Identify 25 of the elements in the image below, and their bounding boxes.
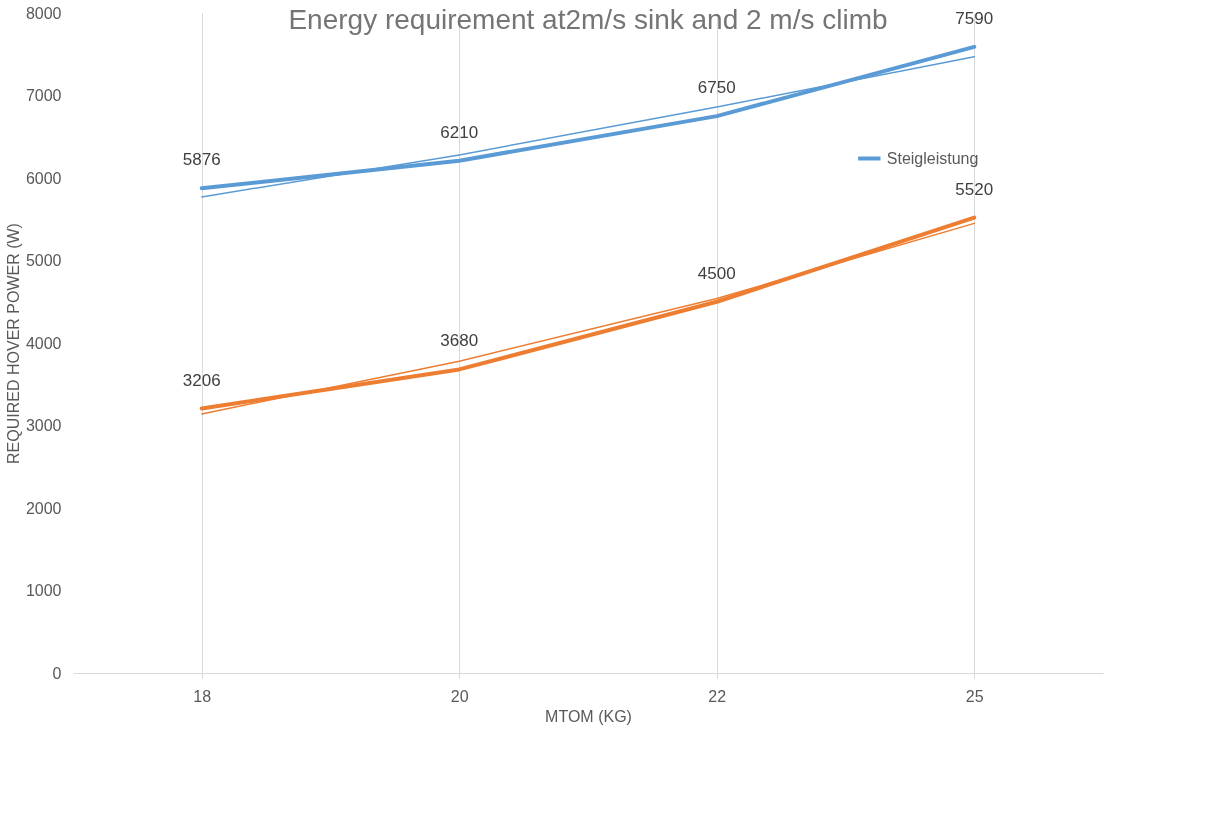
data-label: 7590 xyxy=(955,8,994,28)
y-axis-title: REQUIRED HOVER POWER (W) xyxy=(4,223,22,464)
data-label: 5876 xyxy=(182,150,221,170)
y-tick-label: 1000 xyxy=(25,582,62,599)
y-tick-label: 6000 xyxy=(25,169,62,187)
y-tick-label: 8000 xyxy=(25,4,62,22)
x-tick-label: 20 xyxy=(450,687,469,705)
data-label: 6750 xyxy=(697,78,736,98)
y-tick-label: 3000 xyxy=(25,417,62,434)
y-tick-label: 0 xyxy=(52,664,62,682)
x-tick-label: 22 xyxy=(708,687,727,705)
legend-label: Steigleistung xyxy=(886,149,979,167)
y-tick-label: 5000 xyxy=(25,252,62,269)
y-tick-label: 4000 xyxy=(25,334,62,352)
x-axis-title: MTOM (KG) xyxy=(545,707,632,725)
x-tick-label: 18 xyxy=(193,687,212,705)
data-label: 5520 xyxy=(955,179,994,199)
chart-title: Energy requirement at2m/s sink and 2 m/s climb xyxy=(288,4,888,35)
y-tick-label: 2000 xyxy=(25,499,62,517)
data-label: 3206 xyxy=(182,370,221,390)
x-tick-label: 25 xyxy=(965,687,984,705)
y-tick-label: 7000 xyxy=(25,87,62,104)
data-label: 4500 xyxy=(697,263,736,283)
data-label: 3680 xyxy=(440,331,479,351)
data-label: 6210 xyxy=(440,122,479,142)
